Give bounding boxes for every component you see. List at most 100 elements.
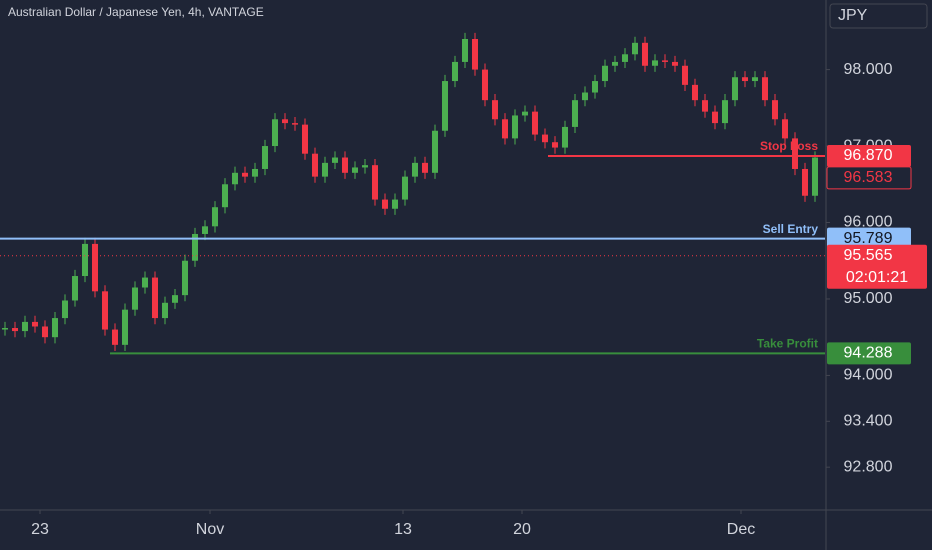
level-price-box [827,227,911,250]
candle-body [272,119,278,147]
candle-body [692,84,698,101]
candle-body [132,287,138,310]
candle-body [382,199,388,209]
candle-body [332,157,338,163]
x-tick-label: Dec [727,521,755,538]
candle-body [112,329,118,345]
candle-body [742,77,748,82]
candle-body [542,134,548,143]
candle-body [532,111,538,135]
candle-body [82,243,88,277]
candle-body [232,172,238,185]
candle-body [652,60,658,66]
candle-body [772,100,778,120]
candle-body [72,276,78,301]
x-tick-label: 13 [394,521,412,538]
candle-body [722,100,728,124]
candle-body [242,172,248,177]
candle-body [2,328,8,330]
candle-body [392,199,398,209]
candle-body [492,100,498,120]
candle-body [202,226,208,234]
level-price-box [827,144,911,167]
candle-body [302,124,308,154]
candle-body [182,260,188,296]
y-tick-label: 93.400 [844,413,893,430]
candle-body [442,81,448,131]
candle-body [62,300,68,319]
x-tick-label: 20 [513,521,531,538]
candle-body [42,326,48,338]
candle-body [802,168,808,196]
candle-body [12,328,18,332]
candle-body [22,321,28,332]
candle-body [502,119,508,139]
candle-body [222,184,228,208]
y-tick-label: 95.000 [844,290,893,307]
candle-body [682,65,688,85]
candle-body [782,119,788,139]
chart-title: Australian Dollar / Japanese Yen, 4h, VA… [8,5,264,19]
level-name: Sell Entry [763,222,819,236]
candle-body [362,165,368,168]
candle-body [92,243,98,292]
candle-body [432,130,438,173]
y-tick-label: 98.000 [844,61,893,78]
candle-body [122,309,128,345]
currency-label[interactable]: JPY [838,7,868,24]
candle-body [562,126,568,148]
candle-body [172,295,178,303]
level-price-label: 95.789 [844,230,893,247]
candle-body [152,277,158,319]
candle-body [672,61,678,66]
candle-body [752,77,758,82]
x-tick-label: Nov [196,521,224,538]
marker-price-label: 96.583 [844,169,893,186]
marker-price-box [826,166,912,190]
candle-body [462,38,468,62]
candle-body [572,100,578,127]
candle-body [602,65,608,82]
candle-body [32,321,38,327]
candle-body [372,165,378,200]
candle-body [522,111,528,116]
candle-body [582,92,588,101]
level-price-label: 94.288 [844,345,893,362]
x-tick-label: 23 [31,521,49,538]
candle-body [142,277,148,288]
candle-body [512,115,518,139]
candle-body [612,61,618,66]
candle-body [192,233,198,261]
candle-body [162,302,168,319]
candle-body [732,77,738,101]
candle-body [622,54,628,62]
candle-body [632,42,638,55]
level-price-label: 96.870 [844,147,893,164]
last-price-label: 95.565 [844,247,893,264]
candle-body [262,146,268,169]
last-price-box [827,244,927,289]
candle-body [212,207,218,227]
candle-body [592,81,598,93]
candle-body [712,111,718,124]
candle-body [482,69,488,101]
y-tick-label: 92.800 [844,458,893,475]
candle-body [322,162,328,177]
candle-body [792,138,798,169]
countdown-label: 02:01:21 [846,269,908,286]
candle-body [422,162,428,173]
candle-body [642,42,648,66]
currency-box[interactable] [829,3,928,29]
level-price-box [827,342,911,365]
candle-body [412,162,418,177]
candle-body [552,142,558,148]
y-tick-label: 94.000 [844,367,893,384]
candle-body [662,60,668,62]
candle-body [702,100,708,112]
candle-body [812,157,818,196]
level-name: Take Profit [757,337,818,351]
level-name: Stop Loss [760,139,818,153]
candle-body [52,318,58,338]
